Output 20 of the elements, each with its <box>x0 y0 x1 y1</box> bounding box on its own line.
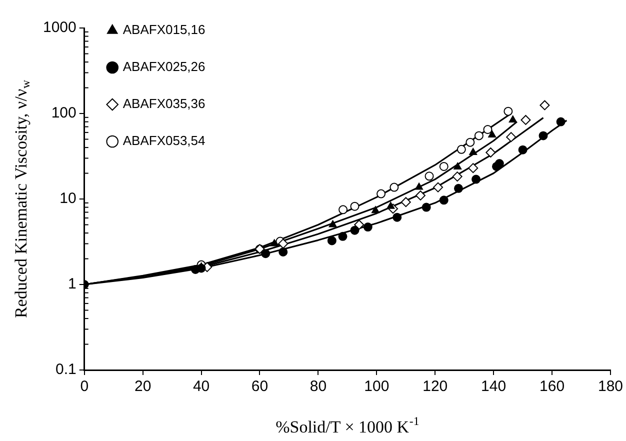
y-tick-label: 1000 <box>42 19 76 36</box>
x-tick-label: 100 <box>364 378 390 396</box>
x-tick-label: 40 <box>192 378 210 396</box>
legend-label: ABAFX025,26 <box>122 59 206 74</box>
y-tick-label: 1 <box>68 276 76 293</box>
x-tick-label: 0 <box>80 378 89 396</box>
x-tick-label: 160 <box>540 378 565 396</box>
x-tick-label: 60 <box>251 378 268 396</box>
legend-label: ABAFX035,36 <box>122 96 206 112</box>
y-tick-label: 10 <box>60 190 76 208</box>
y-axis-title: Reduced Kinematic Viscosity, ν/νw <box>11 80 32 318</box>
y-tick-label: 100 <box>51 104 76 122</box>
x-tick-label: 20 <box>134 378 152 396</box>
x-tick-label: 80 <box>310 378 327 396</box>
legend-label: ABAFX015,16 <box>122 22 206 38</box>
x-tick-label: 180 <box>598 378 623 396</box>
y-tick-label: 0.1 <box>56 361 76 378</box>
x-tick-label: 120 <box>422 378 448 396</box>
x-tick-label: 140 <box>481 378 506 396</box>
legend-label: ABAFX053,54 <box>122 133 206 148</box>
